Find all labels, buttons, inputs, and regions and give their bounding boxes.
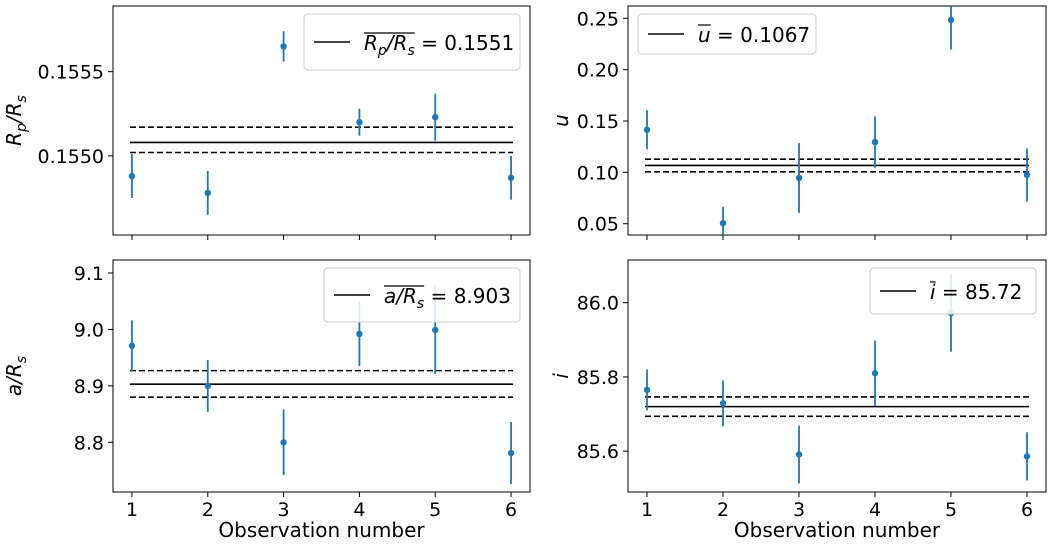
data-point <box>280 43 287 50</box>
y-axis-label: Rp/Rs <box>2 95 30 146</box>
legend-label: u = 0.1067 <box>698 23 810 47</box>
y-tick-label: 9.0 <box>74 319 104 341</box>
x-tick-label: 5 <box>945 499 957 521</box>
y-tick-label: 0.25 <box>577 8 619 30</box>
data-point <box>356 118 363 126</box>
data-point <box>128 342 136 350</box>
y-tick-label: 0.20 <box>577 60 619 82</box>
legend: Rp/Rs = 0.1551 <box>303 13 521 71</box>
legend: i = 85.72 <box>869 267 1037 315</box>
y-tick-label: 0.1555 <box>38 62 104 84</box>
panel-top-left: 0.1550 0.1555 Rp/Rs Rp/Rs = 0.1551 <box>2 5 531 240</box>
y-tick-label: 86.0 <box>577 293 619 315</box>
y-tick-label: 0.15 <box>577 111 619 133</box>
y-tick-label: 85.8 <box>577 367 619 389</box>
x-tick-label: 3 <box>793 499 805 521</box>
data-point <box>507 449 515 457</box>
axes-frame <box>112 5 531 236</box>
y-tick-label: 8.8 <box>74 432 104 454</box>
data-point <box>643 386 651 394</box>
data-point <box>204 189 211 197</box>
data-point <box>432 113 439 121</box>
x-axis-label: Observation number <box>218 518 425 542</box>
legend: u = 0.1067 <box>637 13 817 55</box>
data-point <box>947 16 955 24</box>
x-tick-label: 4 <box>869 499 881 521</box>
legend-label: i = 85.72 <box>930 280 1022 304</box>
y-tick-label: 8.9 <box>74 376 104 398</box>
legend-box <box>637 13 817 55</box>
y-tick-label: 0.10 <box>577 162 619 184</box>
data-point <box>643 126 651 133</box>
x-tick-label: 3 <box>278 499 290 521</box>
legend-label: Rp/Rs = 0.1551 <box>364 31 514 59</box>
y-axis-label: i <box>549 373 573 379</box>
y-tick-label: 85.6 <box>577 441 619 463</box>
y-tick-label: 0.1550 <box>38 146 104 168</box>
data-point <box>719 400 727 407</box>
x-tick-label: 2 <box>202 499 214 521</box>
panel-bottom-left: 1 2 3 4 5 6 8.8 8.9 9.0 9.1 Observation number a/Rs… <box>2 259 531 542</box>
axes-frame <box>627 5 1047 236</box>
x-axis-label: Observation number <box>734 518 941 542</box>
axes-frame <box>627 259 1047 493</box>
legend: a/Rs = 8.903 <box>323 267 521 323</box>
axes-frame <box>112 259 531 493</box>
legend-box <box>323 267 521 323</box>
data-point <box>719 219 727 227</box>
y-axis-label: u <box>549 114 573 127</box>
x-tick-label: 4 <box>353 499 365 521</box>
data-point <box>432 326 439 334</box>
legend-box <box>303 13 521 71</box>
data-point <box>280 439 287 446</box>
legend-box <box>869 267 1037 315</box>
data-point <box>128 172 136 180</box>
data-point <box>1023 453 1031 460</box>
panel-top-right: 0.05 0.10 0.15 0.20 0.25 u u = 0.1067 <box>549 5 1047 240</box>
y-tick-label: 9.1 <box>74 263 104 285</box>
data-point <box>507 174 515 181</box>
x-tick-label: 1 <box>126 499 138 521</box>
x-tick-label: 1 <box>641 499 653 521</box>
data-point <box>871 370 879 377</box>
x-tick-label: 6 <box>505 499 517 521</box>
x-tick-label: 5 <box>429 499 441 521</box>
x-tick-label: 2 <box>717 499 729 521</box>
y-axis-label: a/Rs <box>2 356 30 396</box>
data-point <box>1023 171 1031 179</box>
data-point <box>204 382 211 390</box>
data-point <box>795 451 803 458</box>
y-tick-label: 0.05 <box>577 214 619 236</box>
x-tick-label: 6 <box>1021 499 1033 521</box>
panel-bottom-right: 1 2 3 4 5 6 85.6 85.8 86.0 Observation number i i =… <box>549 259 1047 542</box>
legend-label: a/Rs = 8.903 <box>384 284 511 312</box>
data-point <box>356 330 363 338</box>
data-point <box>871 138 879 146</box>
data-point <box>795 174 803 182</box>
